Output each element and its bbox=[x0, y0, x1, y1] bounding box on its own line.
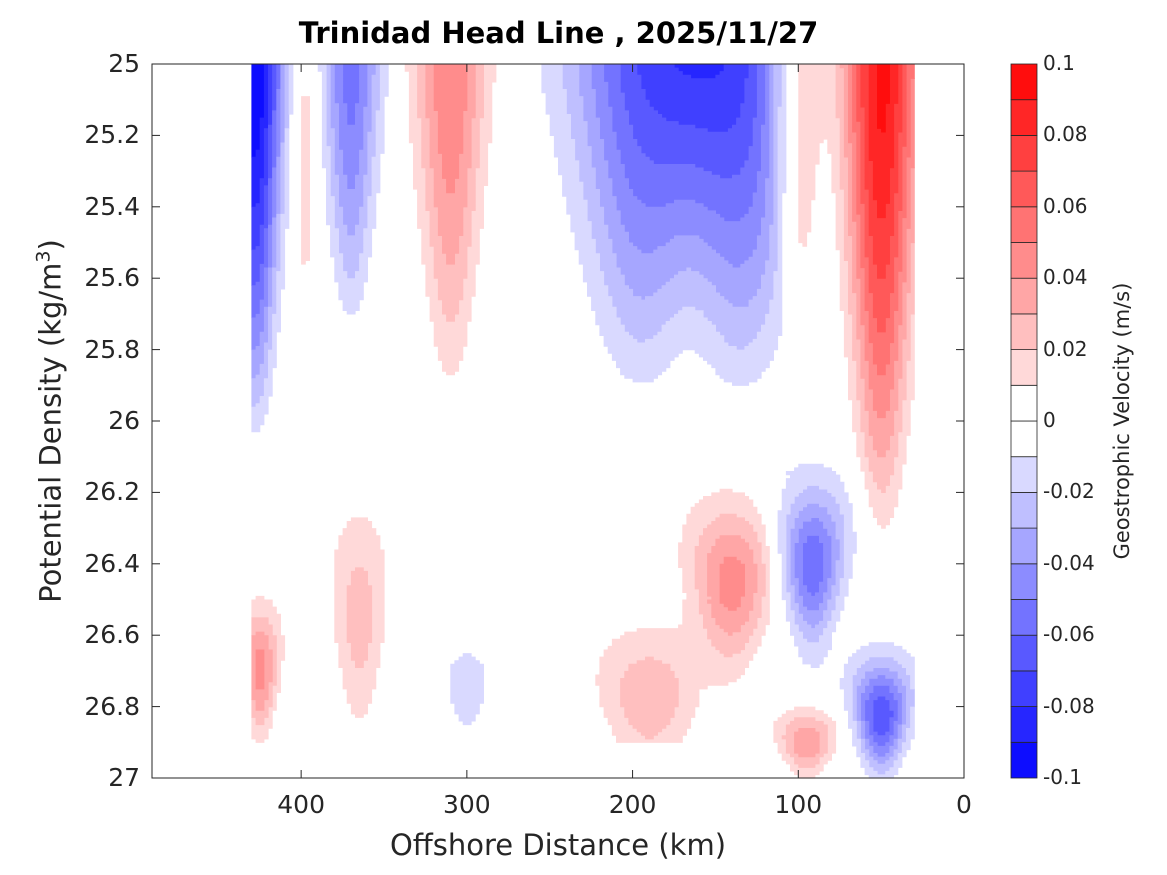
colorbar-band bbox=[1010, 242, 1038, 279]
contour-band-19 bbox=[877, 64, 890, 133]
y-tick-label: 25.6 bbox=[84, 263, 140, 293]
colorbar-tick-label: -0.08 bbox=[1043, 693, 1095, 718]
colorbar-band bbox=[1010, 349, 1038, 386]
y-tick-label: 25.2 bbox=[84, 120, 140, 150]
colorbar-tick-label: 0.1 bbox=[1043, 51, 1075, 75]
y-tick-label: 27 bbox=[108, 763, 140, 792]
x-tick-label: 400 bbox=[277, 790, 325, 819]
y-tick-label: 25.4 bbox=[84, 191, 140, 221]
x-axis-label: Offshore Distance (km) bbox=[389, 828, 727, 862]
colorbar-tick-label: -0.04 bbox=[1043, 550, 1095, 575]
plot-frame bbox=[151, 63, 965, 779]
colorbar-band bbox=[1010, 134, 1038, 172]
colorbar-band bbox=[1010, 491, 1038, 529]
x-tick-label: 200 bbox=[608, 790, 657, 819]
contour-bands bbox=[251, 64, 915, 779]
colorbar-band bbox=[1010, 170, 1038, 208]
contour-band-13 bbox=[251, 64, 915, 758]
colorbar-tick-label: 0.08 bbox=[1043, 122, 1088, 147]
contour-band-0 bbox=[251, 64, 265, 158]
colorbar-tick-label: 0.06 bbox=[1043, 193, 1088, 218]
colorbar-band bbox=[1010, 563, 1038, 600]
y-axis-label-close: ) bbox=[33, 239, 68, 251]
colorbar-tick-label: -0.1 bbox=[1043, 765, 1083, 789]
contour-band-16 bbox=[856, 64, 907, 333]
colorbar-tick-label: 0 bbox=[1043, 408, 1056, 432]
y-axis-label: Potential Density (kg/m3) bbox=[33, 239, 68, 603]
contour-band-14 bbox=[255, 64, 915, 690]
x-tick-label: 100 bbox=[774, 790, 823, 819]
colorbar-tick-label: -0.02 bbox=[1043, 479, 1095, 504]
colorbar-band bbox=[1010, 527, 1038, 565]
y-tick-label: 26 bbox=[108, 406, 140, 435]
contour-band-8 bbox=[251, 64, 915, 779]
y-tick-label: 26.6 bbox=[84, 620, 140, 650]
colorbar-tick-label: 0.04 bbox=[1043, 265, 1088, 290]
contour-band-18 bbox=[868, 64, 899, 219]
y-tick-label: 26.8 bbox=[84, 691, 140, 721]
colorbar-band bbox=[1010, 384, 1038, 422]
axes-ticks bbox=[152, 63, 965, 779]
colorbar-band bbox=[1010, 456, 1038, 493]
colorbar-band bbox=[1010, 741, 1038, 779]
contour-band-5 bbox=[251, 64, 903, 758]
contour-band-17 bbox=[860, 64, 903, 279]
colorbar-label: Geostrophic Velocity (m/s) bbox=[1110, 282, 1134, 560]
chart-title: Trinidad Head Line , 2025/11/27 bbox=[298, 16, 819, 50]
y-axis-label-sup: 3 bbox=[32, 250, 55, 263]
colorbar-tick-label: 0.02 bbox=[1043, 336, 1088, 361]
colorbar-band bbox=[1010, 99, 1038, 136]
colorbar-band bbox=[1010, 634, 1038, 672]
contour-band-15 bbox=[852, 64, 915, 376]
y-axis-label-main: Potential Density (kg/m bbox=[33, 262, 68, 603]
y-tick-label: 26.2 bbox=[84, 477, 140, 507]
colorbar-tick-label: -0.06 bbox=[1043, 622, 1095, 647]
colorbar-band bbox=[1010, 63, 1038, 101]
colorbar-band bbox=[1010, 420, 1038, 458]
colorbar-band bbox=[1010, 670, 1038, 708]
y-tick-label: 26.4 bbox=[84, 548, 140, 578]
colorbar-band bbox=[1010, 277, 1038, 315]
x-tick-label: 0 bbox=[956, 790, 972, 819]
colorbar-band bbox=[1010, 206, 1038, 243]
colorbar bbox=[1010, 63, 1038, 779]
colorbar-band bbox=[1010, 599, 1038, 636]
colorbar-band bbox=[1010, 313, 1038, 350]
colorbar-band bbox=[1010, 706, 1038, 743]
x-tick-label: 300 bbox=[442, 790, 491, 819]
y-tick-label: 25.8 bbox=[84, 334, 140, 364]
y-tick-label: 25 bbox=[108, 49, 140, 78]
contour-band-2 bbox=[251, 64, 750, 251]
